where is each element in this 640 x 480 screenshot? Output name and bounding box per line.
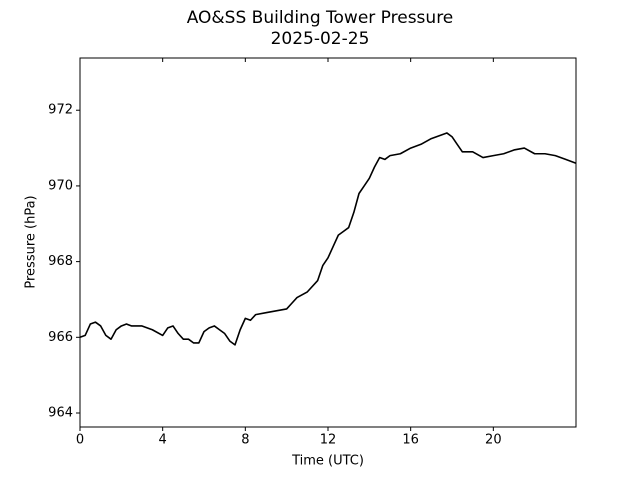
y-tick-label: 970 xyxy=(48,178,73,193)
y-tick-label: 966 xyxy=(48,330,73,345)
y-axis-label: Pressure (hPa) xyxy=(24,195,39,288)
y-tick-label: 972 xyxy=(48,103,73,118)
y-tick-label: 964 xyxy=(48,405,73,420)
x-tick-label: 20 xyxy=(485,433,502,448)
x-axis-label: Time (UTC) xyxy=(291,454,364,469)
chart-subtitle: 2025-02-25 xyxy=(271,29,370,49)
x-tick-label: 0 xyxy=(76,433,84,448)
plot-frame xyxy=(79,57,577,428)
x-tick-label: 12 xyxy=(320,433,337,448)
chart-title: AO&SS Building Tower Pressure xyxy=(187,8,454,28)
y-tick-label: 968 xyxy=(48,254,73,269)
x-tick-label: 4 xyxy=(159,433,167,448)
data-line xyxy=(79,132,577,346)
x-tick-label: 8 xyxy=(241,433,249,448)
x-tick-label: 16 xyxy=(402,433,419,448)
